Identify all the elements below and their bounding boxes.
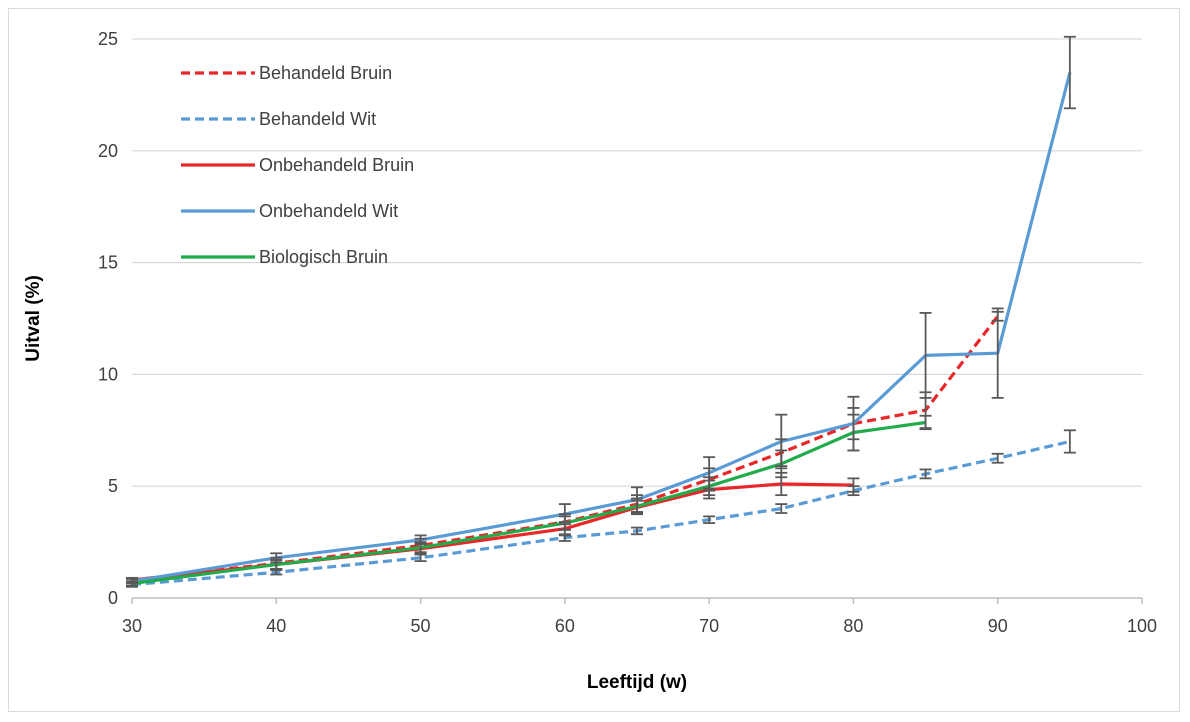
x-tick-label-7: 100	[1127, 616, 1157, 636]
error-bar-layer	[126, 35, 1076, 588]
series-line-3	[131, 72, 1072, 583]
error-bar-s4-p3	[558, 515, 571, 531]
x-tick-label-5: 80	[843, 616, 863, 636]
error-bar-s1-p1	[270, 569, 283, 576]
series-line-0	[131, 315, 999, 582]
y-tick-label-0: 0	[108, 588, 118, 608]
axis-layer: 0 5 10 15 20 25 30 40 50 60 70 80 90 100	[98, 29, 1157, 636]
error-bar-s4-p1	[270, 559, 283, 570]
chart-frame: 0 5 10 15 20 25 30 40 50 60 70 80 90 100 Behandeld Br…	[8, 8, 1180, 712]
error-bar-s2-p7	[847, 477, 860, 493]
error-bar-s4-p4	[631, 497, 643, 516]
y-tick-label-4: 20	[98, 141, 118, 161]
x-tick-label-0: 30	[122, 616, 142, 636]
legend-label-2: Onbehandeld Bruin	[259, 155, 414, 175]
error-bar-s4-p0	[126, 580, 138, 587]
x-axis-title: Leeftijd (w)	[587, 672, 687, 693]
y-tick-label-2: 10	[98, 364, 118, 384]
error-bar-s1-p10	[1063, 429, 1076, 454]
error-bar-s4-p7	[847, 413, 860, 452]
y-axis-title: Uitval (%)	[23, 275, 44, 362]
grid-layer	[132, 38, 1142, 487]
legend-item-1: Behandeld Wit	[181, 109, 376, 129]
legend-label-3: Onbehandeld Wit	[259, 201, 398, 221]
legend: Behandeld Bruin Behandeld Wit Onbehandeld …	[181, 63, 414, 267]
legend-label-1: Behandeld Wit	[259, 109, 376, 129]
legend-item-0: Behandeld Bruin	[181, 63, 392, 83]
series-line-2	[131, 482, 854, 582]
error-bar-s1-p9	[991, 452, 1004, 464]
line-chart: 0 5 10 15 20 25 30 40 50 60 70 80 90 100 Behandeld Br…	[23, 29, 1157, 693]
x-tick-label-6: 90	[988, 616, 1008, 636]
error-bar-s4-p2	[414, 541, 427, 555]
error-bar-s3-p9	[991, 307, 1004, 399]
error-bar-s1-p5	[703, 515, 716, 524]
error-bar-s3-p10	[1063, 35, 1076, 110]
x-tick-label-1: 40	[266, 616, 286, 636]
legend-label-0: Behandeld Bruin	[259, 63, 392, 83]
series-layer	[131, 72, 1072, 587]
legend-item-4: Biologisch Bruin	[181, 247, 388, 267]
y-tick-label-5: 25	[98, 29, 118, 49]
error-bar-s1-p8	[919, 468, 932, 480]
legend-item-3: Onbehandeld Wit	[181, 201, 398, 221]
error-bar-s4-p8	[919, 414, 932, 431]
x-tick-label-2: 50	[411, 616, 431, 636]
x-tick-label-3: 60	[555, 616, 575, 636]
x-tick-label-4: 70	[699, 616, 719, 636]
y-tick-label-1: 5	[108, 476, 118, 496]
error-bar-s1-p6	[775, 503, 788, 514]
error-bar-s4-p5	[703, 476, 716, 497]
error-bar-s1-p4	[631, 526, 643, 536]
legend-label-4: Biologisch Bruin	[259, 247, 388, 267]
y-tick-label-3: 15	[98, 253, 118, 273]
error-bar-s4-p6	[775, 449, 788, 479]
error-bar-s3-p8	[919, 312, 932, 399]
legend-item-2: Onbehandeld Bruin	[181, 155, 414, 175]
